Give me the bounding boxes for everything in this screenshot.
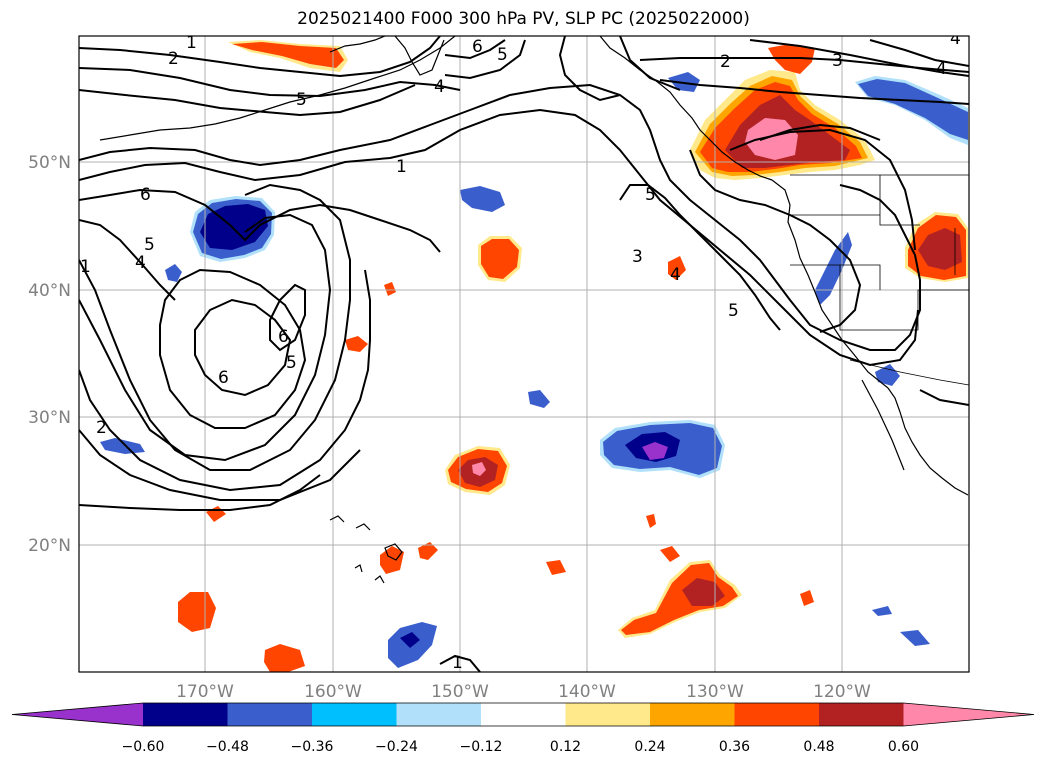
colorbar-segment: [565, 703, 651, 726]
map-frame: [78, 35, 970, 673]
political-borders: [790, 174, 969, 386]
contour-label: 5: [728, 301, 739, 321]
latitude-label: 20°N: [28, 536, 71, 556]
colorbar-tick-label: 0.48: [803, 739, 834, 755]
contour-label: 1: [452, 653, 463, 673]
contour-label: 6: [278, 327, 289, 347]
anomaly-negative-small-8: [400, 632, 420, 648]
colorbar-segment: [312, 703, 397, 726]
anomaly-positive-small-9: [660, 546, 680, 562]
contour-label: 2: [96, 418, 107, 438]
contour-label: 4: [950, 29, 961, 49]
contour-label: 4: [936, 59, 947, 79]
longitude-axis: 170°W 160°W 150°W 140°W 130°W 120°W: [176, 682, 871, 702]
longitude-label: 150°W: [431, 682, 489, 702]
anomaly-positive-small-6: [380, 546, 404, 574]
contour-label: 1: [396, 157, 407, 177]
colorbar-tick-label: 0.60: [888, 739, 919, 755]
latitude-label: 40°N: [28, 281, 71, 301]
longitude-label: 160°W: [304, 682, 362, 702]
anomaly-positive-southeast: [618, 560, 742, 638]
colorbar-segment: [819, 703, 904, 726]
longitude-label: 130°W: [686, 682, 744, 702]
coastlines: [99, 36, 969, 584]
colorbar-segment: [734, 703, 820, 726]
anomaly-positive-small-10: [646, 514, 656, 528]
anomaly-positive-small-8: [546, 560, 566, 575]
anomaly-positive-small-7: [418, 542, 438, 560]
latitude-axis: 50°N 40°N 30°N 20°N: [28, 153, 71, 556]
colorbar-tick-label: −0.60: [122, 739, 165, 755]
latitude-label: 30°N: [28, 408, 71, 428]
anomaly-negative-small-6: [875, 364, 900, 386]
colorbar-segment: [650, 703, 735, 726]
anomaly-positive-small-1: [478, 236, 522, 282]
anomaly-negative-west: [190, 196, 275, 262]
contour-label: 2: [720, 52, 731, 72]
contour-label: 4: [434, 77, 445, 97]
anomaly-negative-small-10: [900, 630, 930, 646]
colorbar-segment: [227, 703, 313, 726]
contour-label: 1: [186, 33, 197, 53]
anomaly-negative-central-east: [600, 420, 725, 478]
contour-label: 5: [286, 353, 297, 373]
anomaly-positive-central: [445, 446, 510, 495]
contour-label: 6: [140, 185, 151, 205]
latitude-label: 50°N: [28, 153, 71, 173]
longitude-label: 140°W: [558, 682, 616, 702]
anomaly-positive-small-12: [178, 592, 216, 632]
colorbar-tick-label: −0.24: [375, 739, 418, 755]
anomaly-negative-small-5: [815, 232, 852, 305]
anomaly-positive-small-4: [668, 256, 686, 280]
colorbar-extension-left: [12, 703, 143, 726]
contour-label: 3: [632, 247, 643, 267]
map-content: 1 2 6 5 4 5 4 2 3 4 1 6 5 4 1 6 5 6 2 5 …: [79, 29, 969, 673]
anomaly-positive-small-13: [264, 644, 305, 672]
anomaly-positive-small-3: [384, 282, 396, 296]
contour-label: 5: [645, 185, 656, 205]
anomaly-positive-small-11: [800, 590, 814, 606]
contour-label: 5: [296, 90, 307, 110]
colorbar-outline: [11, 702, 1035, 727]
anomaly-negative-small-3: [100, 438, 145, 454]
contour-label: 5: [144, 235, 155, 255]
anomaly-negative-small-2: [528, 390, 550, 408]
longitude-label: 170°W: [176, 682, 234, 702]
contour-label: 2: [168, 49, 179, 69]
anomaly-positive-east: [905, 212, 968, 282]
colorbar-tick-label: 0.36: [719, 739, 750, 755]
colorbar-segment: [396, 703, 482, 726]
colorbar-tick-label: −0.12: [460, 739, 503, 755]
contour-label: 4: [670, 265, 681, 285]
longitude-label: 120°W: [813, 682, 871, 702]
contour-label-group: 1 2 6 5 4 5 4 2 3 4 1 6 5 4 1 6 5 6 2 5 …: [80, 29, 961, 673]
colorbar-segment: [143, 703, 228, 726]
colorbar-tick-label: 0.12: [550, 739, 581, 755]
anomaly-negative-small-4: [165, 264, 182, 282]
contour-label: 1: [80, 257, 91, 277]
graticule: [79, 36, 969, 672]
colorbar: [11, 702, 1035, 727]
contour-label: 6: [472, 37, 483, 57]
contour-label: 4: [135, 253, 146, 273]
anomaly-negative-small-9: [872, 606, 892, 616]
contour-label: 5: [497, 45, 508, 65]
colorbar-segment: [481, 703, 566, 726]
colorbar-ticks: −0.60 −0.48 −0.36 −0.24 −0.12 0.12 0.24 0.36 0.4…: [122, 739, 920, 755]
colorbar-tick-label: −0.36: [291, 739, 334, 755]
colorbar-extension-right: [903, 703, 1034, 726]
map-title: 2025021400 F000 300 hPa PV, SLP PC (2025…: [297, 9, 750, 29]
colorbar-tick-label: −0.48: [206, 739, 249, 755]
contour-label: 3: [832, 51, 843, 71]
anomaly-negative-small-1: [460, 186, 505, 212]
slp-contours: [79, 36, 969, 672]
colorbar-tick-label: 0.24: [634, 739, 665, 755]
contour-label: 6: [218, 368, 229, 388]
anomaly-positive-northwest: [690, 44, 875, 180]
anomaly-positive-north-top: [228, 40, 348, 72]
anomaly-positive-small-2: [345, 336, 368, 352]
